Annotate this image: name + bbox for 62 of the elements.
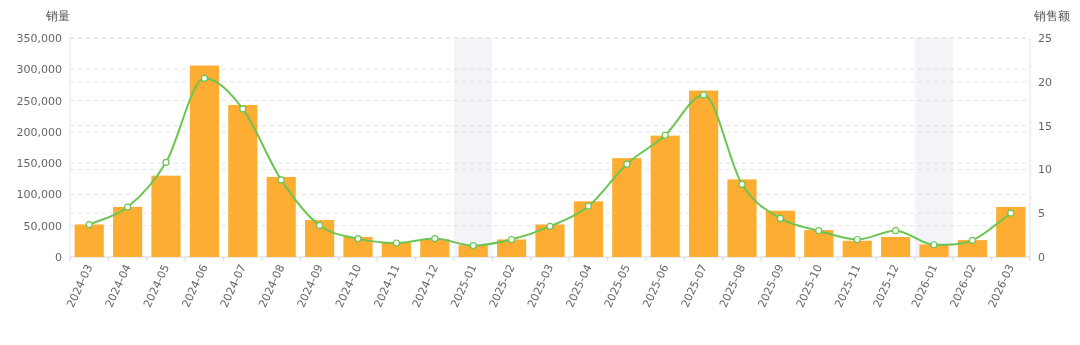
bar — [957, 240, 987, 257]
bar — [689, 90, 719, 257]
bar — [573, 201, 603, 257]
point — [815, 227, 823, 235]
y2-tick-label: 10 — [1038, 163, 1052, 177]
bar — [842, 240, 872, 257]
point — [239, 105, 247, 113]
y-tick-label: 50,000 — [23, 219, 62, 233]
point — [738, 180, 746, 188]
y2-tick-label: 20 — [1038, 75, 1052, 89]
y2-tick-label: 5 — [1038, 207, 1045, 221]
bar — [650, 135, 680, 257]
bar — [804, 230, 834, 257]
bar — [612, 158, 642, 257]
point — [200, 74, 208, 82]
point — [431, 235, 439, 243]
point — [508, 235, 516, 244]
bar — [266, 176, 296, 257]
y-tick-label: 150,000 — [16, 157, 62, 171]
y-tick-label: 0 — [55, 251, 62, 264]
point — [776, 214, 784, 223]
y-tick-label: 300,000 — [16, 63, 62, 77]
point — [623, 160, 631, 168]
point — [469, 242, 477, 250]
y2-tick-label: 25 — [1038, 32, 1052, 45]
point — [85, 220, 93, 229]
y-tick-label: 200,000 — [16, 125, 62, 139]
bar — [765, 210, 795, 257]
point — [968, 236, 976, 244]
point — [354, 235, 362, 243]
bar — [305, 220, 335, 257]
point — [124, 203, 132, 211]
bar — [151, 175, 181, 257]
y2-axis-title: 销售额 — [1033, 9, 1070, 23]
bar — [727, 179, 757, 257]
bar — [74, 224, 104, 257]
point — [700, 91, 708, 99]
bar — [189, 65, 219, 257]
y2-tick-label: 15 — [1038, 119, 1052, 133]
bar — [996, 206, 1026, 257]
y-tick-label: 350,000 — [16, 32, 62, 45]
y-axis-title: 销量 — [45, 9, 70, 23]
point — [661, 131, 669, 139]
point — [853, 235, 861, 244]
bar — [535, 224, 565, 257]
bar — [497, 239, 527, 257]
point — [546, 222, 554, 230]
bar — [420, 239, 450, 257]
bar — [881, 236, 911, 257]
point — [892, 227, 900, 235]
bar — [113, 206, 143, 257]
point — [392, 239, 400, 247]
y-tick-label: 250,000 — [16, 94, 62, 108]
point — [316, 221, 324, 230]
point — [162, 158, 170, 166]
bar — [228, 104, 258, 257]
point — [1007, 209, 1015, 217]
point — [930, 241, 938, 249]
point — [277, 176, 285, 184]
point — [584, 202, 592, 210]
y-tick-label: 100,000 — [16, 188, 62, 202]
y2-tick-label: 0 — [1038, 251, 1045, 264]
